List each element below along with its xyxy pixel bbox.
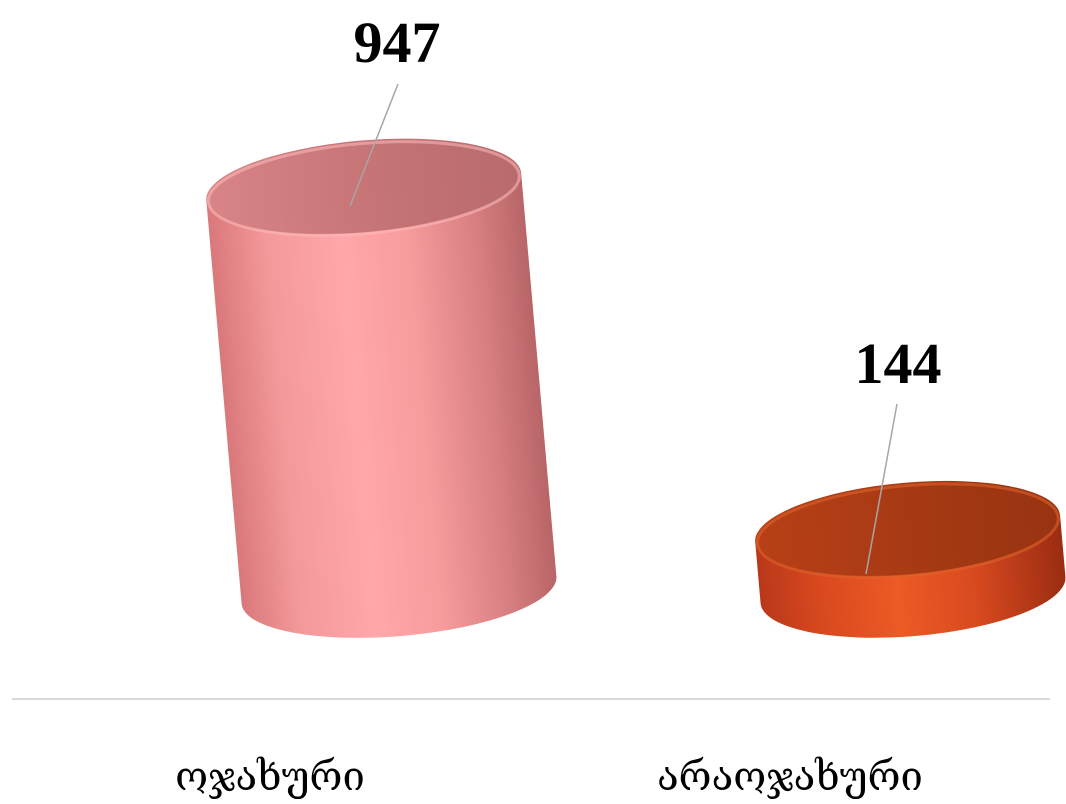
bars-group bbox=[206, 138, 1066, 638]
bar-rim bbox=[206, 140, 521, 237]
bar-0 bbox=[206, 138, 557, 638]
bar-top bbox=[206, 138, 522, 235]
data-label-leader-line bbox=[349, 83, 399, 207]
bar-1 bbox=[755, 480, 1066, 638]
data-label-leader-line bbox=[865, 403, 898, 575]
bar-top bbox=[755, 480, 1061, 577]
x-tick-label: არაოჯახური bbox=[657, 754, 923, 800]
data-label: 144 bbox=[855, 331, 942, 396]
bar-rim bbox=[755, 482, 1060, 579]
x-tick-label: ოჯახური bbox=[175, 754, 365, 800]
data-label: 947 bbox=[354, 10, 441, 75]
bar-body bbox=[206, 172, 557, 638]
